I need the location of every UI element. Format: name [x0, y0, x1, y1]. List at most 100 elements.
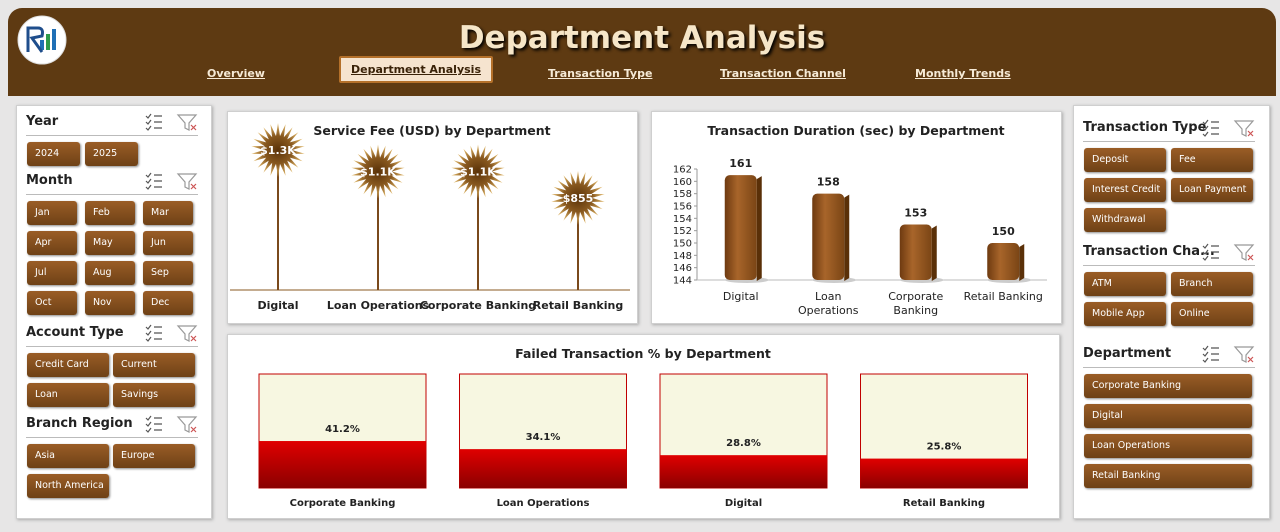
slicer-icons[interactable] — [1201, 242, 1257, 262]
data-label: $1.3K — [260, 144, 296, 157]
lollipop-head — [551, 170, 605, 225]
slicer-divider — [1083, 367, 1255, 368]
chart-panel: Service Fee (USD) by Department $1.3K Digi… — [227, 111, 638, 324]
slicer-button[interactable]: Nov — [85, 291, 135, 315]
y-tick-label: 162 — [673, 165, 692, 176]
nav-tab[interactable]: Monthly Trends — [915, 67, 1011, 80]
data-label: 41.2% — [325, 424, 360, 435]
data-label: 150 — [992, 225, 1015, 238]
page-title: Department Analysis — [458, 20, 826, 56]
slicer-title: Transaction Cha... — [1083, 244, 1215, 259]
slicer-button[interactable]: Fee — [1171, 148, 1253, 172]
chart-panel: Failed Transaction % by Department 41.2% C… — [227, 334, 1060, 519]
nav-tab[interactable]: Overview — [207, 67, 265, 80]
slicer-button[interactable]: Online — [1171, 302, 1253, 326]
y-tick-label: 154 — [673, 214, 692, 225]
bar — [812, 193, 845, 280]
slicer-button[interactable]: Jun — [143, 231, 193, 255]
slicer-button[interactable]: Jul — [27, 261, 77, 285]
chart-title: Failed Transaction % by Department — [515, 346, 771, 361]
slicer-button[interactable]: ATM — [1084, 272, 1166, 296]
slicer-button[interactable]: Europe — [113, 444, 195, 468]
slicer-button[interactable]: North America — [27, 474, 109, 498]
chart: Transaction Duration (sec) by Department… — [673, 123, 1047, 317]
slicer-button[interactable]: May — [85, 231, 135, 255]
bar-side — [844, 194, 850, 281]
slicer-button[interactable]: Oct — [27, 291, 77, 315]
slicer-button[interactable]: Asia — [27, 444, 109, 468]
bar — [724, 175, 757, 280]
slicer-button[interactable]: Mar — [143, 201, 193, 225]
lollipop-head — [451, 144, 505, 199]
slicer-title: Branch Region — [26, 416, 133, 431]
slicer-button[interactable]: 2024 — [27, 142, 80, 166]
slicer-button[interactable]: Current — [113, 353, 195, 377]
y-tick-label: 144 — [673, 276, 692, 287]
x-tick-label: Retail Banking — [964, 290, 1043, 303]
data-label: $855 — [563, 192, 594, 205]
slicer-button[interactable]: Branch — [1171, 272, 1253, 296]
lollipop-head — [251, 123, 305, 177]
chart: Failed Transaction % by Department 41.2% C… — [258, 346, 1028, 509]
slicer-title: Transaction Type — [1083, 120, 1207, 135]
y-tick-label: 152 — [673, 226, 692, 237]
slicer-button[interactable]: Savings — [113, 383, 195, 407]
x-tick-label: Corporate Banking — [290, 498, 396, 509]
slicer-button[interactable]: Apr — [27, 231, 77, 255]
slicer-title: Month — [26, 173, 73, 188]
slicer-icons[interactable] — [1201, 118, 1257, 138]
data-label: 161 — [729, 157, 752, 170]
nav-tab[interactable]: Department Analysis — [339, 56, 493, 83]
x-tick-label: Loan Operations — [497, 498, 590, 509]
slicer-icons[interactable] — [1201, 344, 1257, 364]
slicer-divider — [1083, 265, 1255, 266]
bar-side — [1019, 244, 1025, 281]
slicer-button[interactable]: Jan — [27, 201, 77, 225]
slicer-icons[interactable] — [144, 323, 200, 343]
y-tick-label: 158 — [673, 189, 692, 200]
slicer-icons[interactable] — [144, 112, 200, 132]
slicer-button[interactable]: Feb — [85, 201, 135, 225]
slicer-button[interactable]: Interest Credit — [1084, 178, 1166, 202]
slicer-button[interactable]: Corporate Banking — [1084, 374, 1252, 398]
slicer-button[interactable]: Credit Card — [27, 353, 109, 377]
slicer-button[interactable]: 2025 — [85, 142, 138, 166]
slicer-title: Year — [26, 114, 59, 129]
slicer-button[interactable]: Mobile App — [1084, 302, 1166, 326]
x-tick-label: Loan Operations — [798, 290, 859, 317]
slicer-button[interactable]: Loan Payment — [1171, 178, 1253, 202]
slicer-button[interactable]: Loan — [27, 383, 109, 407]
y-tick-label: 148 — [673, 251, 692, 262]
slicer-button[interactable]: Digital — [1084, 404, 1252, 428]
label-line: Banking — [893, 304, 938, 317]
bar — [899, 224, 932, 280]
slicer-button[interactable]: Retail Banking — [1084, 464, 1252, 488]
slicer-divider — [26, 135, 198, 136]
slicer-button[interactable]: Aug — [85, 261, 135, 285]
chart-panel: Transaction Duration (sec) by Department… — [651, 111, 1062, 324]
slicer-button[interactable]: Dec — [143, 291, 193, 315]
slicer-divider — [1083, 141, 1255, 142]
slicer-button[interactable]: Withdrawal — [1084, 208, 1166, 232]
x-tick-label: Digital — [723, 290, 759, 303]
chart-title: Service Fee (USD) by Department — [313, 123, 550, 138]
slicer-button[interactable]: Loan Operations — [1084, 434, 1252, 458]
x-tick-label: Digital — [725, 498, 762, 509]
nav-tab[interactable]: Transaction Type — [548, 67, 653, 80]
slicer-icons[interactable] — [144, 171, 200, 191]
slicer-button[interactable]: Sep — [143, 261, 193, 285]
fill-bar — [259, 441, 426, 488]
slicer-button[interactable]: Deposit — [1084, 148, 1166, 172]
logo — [17, 15, 67, 65]
slicer-icons[interactable] — [144, 414, 200, 434]
nav-tab[interactable]: Transaction Channel — [720, 67, 846, 80]
data-label: 158 — [817, 176, 840, 189]
x-tick-label: Retail Banking — [903, 498, 985, 509]
chart-title: Transaction Duration (sec) by Department — [707, 123, 1004, 138]
y-tick-label: 160 — [673, 177, 692, 188]
data-label: 34.1% — [526, 432, 561, 443]
y-tick-label: 146 — [673, 263, 692, 274]
x-tick-label: Corporate Banking — [888, 290, 943, 317]
slicer-divider — [26, 437, 198, 438]
